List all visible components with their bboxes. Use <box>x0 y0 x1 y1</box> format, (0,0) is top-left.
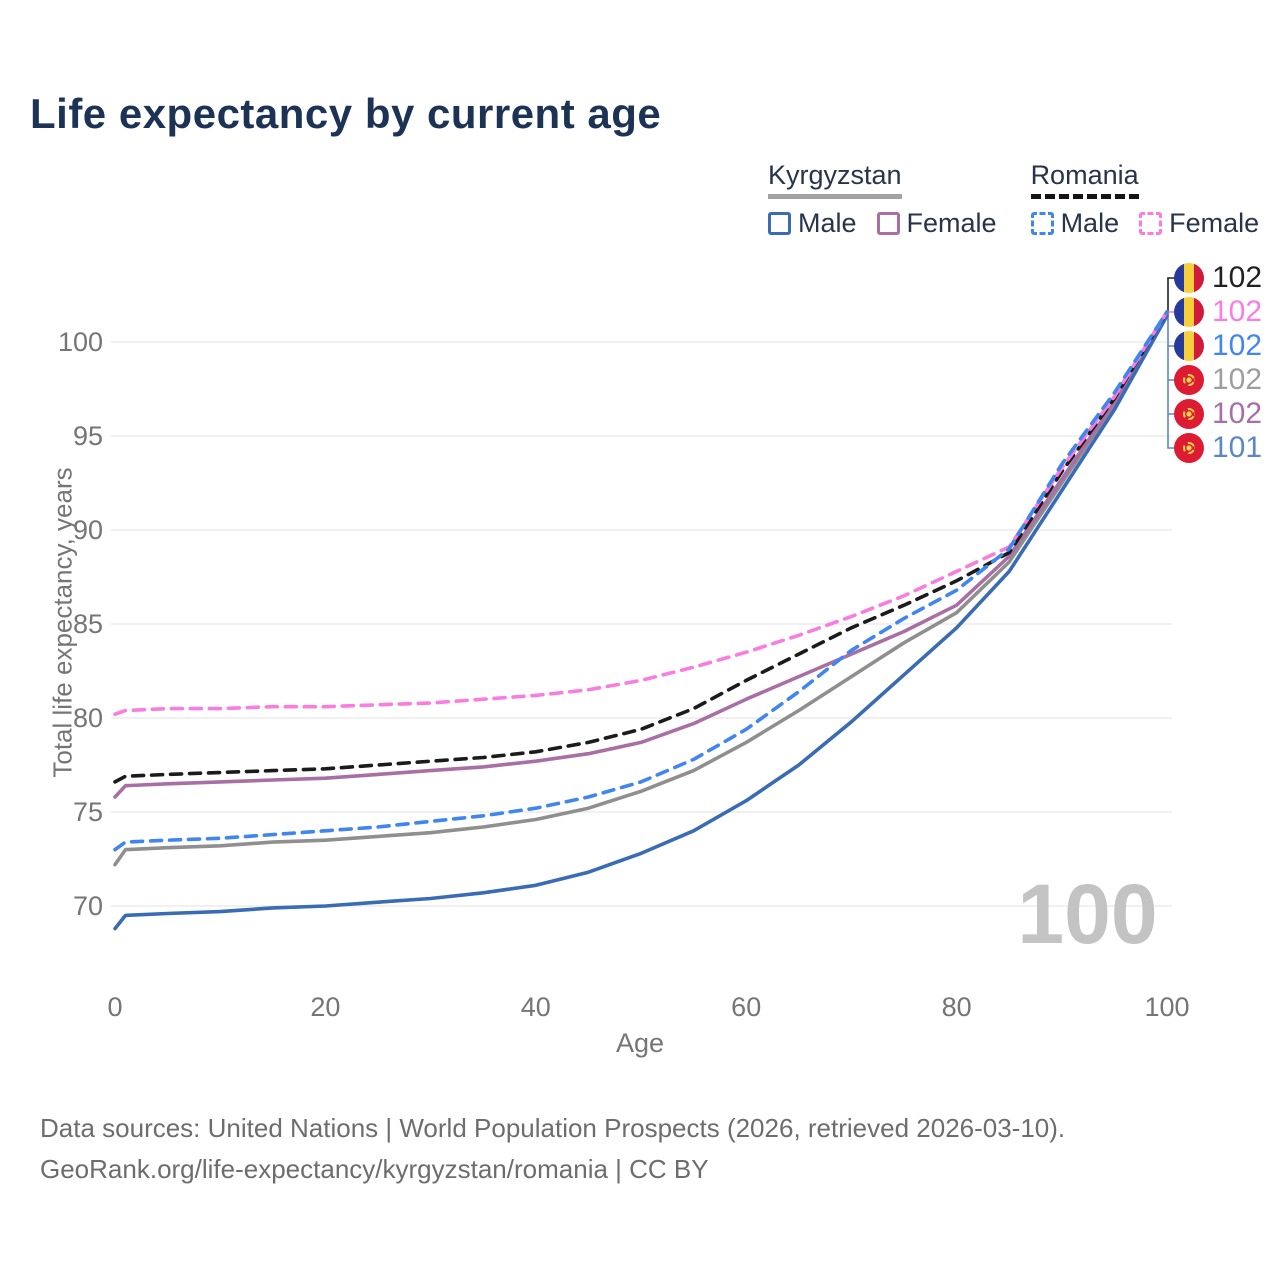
page-title: Life expectancy by current age <box>30 90 662 137</box>
x-tick-label: 60 <box>731 992 761 1022</box>
end-value-labels: 102 102 102 102 102 101 <box>1174 261 1262 465</box>
line-swatch-icon <box>1030 212 1054 235</box>
legend-item-label: Female <box>1169 208 1260 238</box>
footer-url-line: GeoRank.org/life-expectancy/kyrgyzstan/r… <box>40 1154 709 1184</box>
end-label-row: 102 <box>1174 363 1262 397</box>
end-label-row: 102 <box>1174 329 1262 363</box>
series-line-romania-female <box>113 310 1169 717</box>
legend-group-kyrgyzstan: Kyrgyzstan Male Female <box>768 160 997 239</box>
line-swatch-icon <box>876 212 900 235</box>
romania-flag-icon <box>1174 263 1204 293</box>
legend-item-label: Male <box>798 208 857 238</box>
x-tick-label: 100 <box>1144 992 1189 1022</box>
sun-icon <box>1183 408 1195 420</box>
end-label-row: 102 <box>1174 261 1262 295</box>
legend-item-romania-male[interactable]: Male <box>1030 208 1120 239</box>
series-line-romania-male <box>113 310 1169 852</box>
kyrgyzstan-flag-icon <box>1174 365 1204 395</box>
y-tick-label: 100 <box>58 327 103 357</box>
x-axis-title: Age <box>615 1028 665 1058</box>
end-label-row: 102 <box>1174 295 1262 329</box>
x-tick-label: 40 <box>521 992 551 1022</box>
end-value: 101 <box>1212 431 1263 464</box>
end-value: 102 <box>1212 261 1263 294</box>
y-tick-label: 95 <box>73 421 103 451</box>
series-line-kyrgyzstan-both <box>113 311 1169 867</box>
kyrgyzstan-flag-icon <box>1174 399 1204 429</box>
series-line-kyrgyzstan-female <box>113 311 1169 799</box>
y-tick-label: 70 <box>73 891 103 921</box>
sun-icon <box>1183 442 1195 454</box>
legend-group-romania: Romania Male Female <box>1030 160 1259 239</box>
legend-item-kyrgyzstan-male[interactable]: Male <box>768 208 857 239</box>
end-value: 102 <box>1212 397 1263 430</box>
legend-country-kyrgyzstan[interactable]: Kyrgyzstan <box>768 160 902 199</box>
line-swatch-icon <box>1139 212 1163 235</box>
end-label-connector <box>1167 277 1175 312</box>
legend-item-kyrgyzstan-female[interactable]: Female <box>876 208 997 239</box>
y-tick-label: 80 <box>73 703 103 733</box>
line-swatch-icon <box>768 212 791 235</box>
series-line-kyrgyzstan-male <box>113 313 1169 931</box>
legend-country-romania[interactable]: Romania <box>1030 160 1139 199</box>
legend-item-label: Female <box>906 208 997 238</box>
end-label-row: 101 <box>1174 431 1262 465</box>
series-line-romania-both <box>113 310 1169 784</box>
end-value: 102 <box>1212 329 1263 362</box>
footer: Data sources: United Nations | World Pop… <box>40 1108 1065 1190</box>
y-tick-label: 75 <box>73 797 103 827</box>
y-tick-label: 90 <box>73 515 103 545</box>
legend-item-romania-female[interactable]: Female <box>1139 208 1259 239</box>
x-tick-label: 0 <box>107 992 122 1022</box>
romania-flag-icon <box>1174 331 1204 361</box>
end-label-row: 102 <box>1174 397 1262 431</box>
y-tick-label: 85 <box>73 609 103 639</box>
kyrgyzstan-flag-icon <box>1174 433 1204 463</box>
end-label-connector <box>1167 311 1175 449</box>
x-tick-label: 20 <box>310 992 340 1022</box>
legend-item-label: Male <box>1060 208 1120 238</box>
chart-legend: Kyrgyzstan Male Female Romania Male <box>768 160 1259 239</box>
end-value: 102 <box>1212 363 1263 396</box>
footer-sources-line: Data sources: United Nations | World Pop… <box>40 1113 1066 1143</box>
x-tick-label: 80 <box>942 992 972 1022</box>
romania-flag-icon <box>1174 297 1204 327</box>
sun-icon <box>1183 374 1195 386</box>
age-watermark: 100 <box>1017 867 1158 961</box>
end-value: 102 <box>1212 295 1263 328</box>
